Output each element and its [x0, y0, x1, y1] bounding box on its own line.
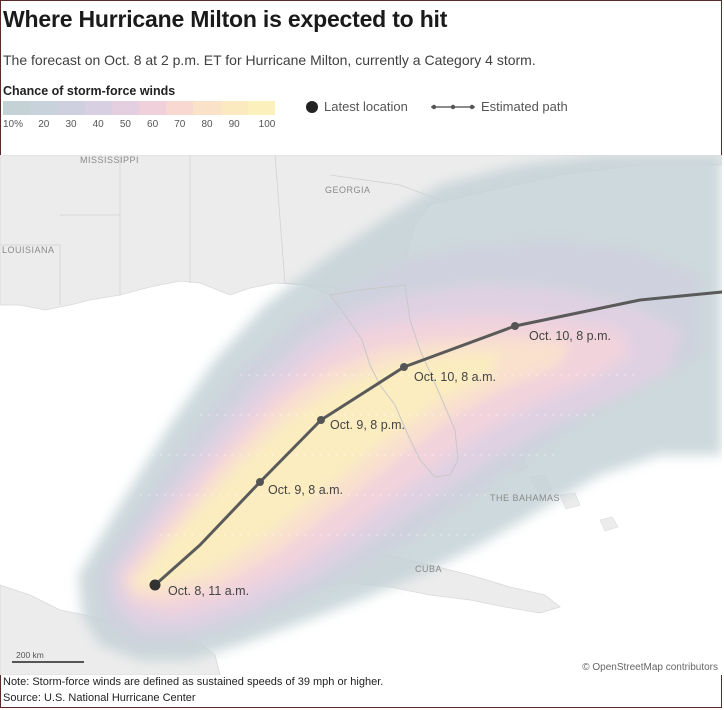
ramp-swatch-30 — [57, 101, 85, 115]
track-point-oct10-8pm — [511, 322, 519, 330]
ramp-label-40: 40 — [92, 119, 104, 130]
label-cuba: CUBA — [415, 564, 442, 574]
ramp-label-90: 90 — [228, 119, 240, 130]
label-georgia: GEORGIA — [325, 185, 371, 195]
ramp-label-100: 100 — [258, 119, 276, 130]
track-point-oct9-8am — [256, 478, 264, 486]
ramp-label-10: 10% — [2, 119, 24, 130]
ramp-swatch-90 — [220, 101, 248, 115]
label-mississippi: MISSISSIPPI — [80, 155, 139, 165]
forecast-map: MISSISSIPPI GEORGIA LOUISIANA THE BAHAMA… — [0, 155, 722, 675]
ramp-swatch-80 — [193, 101, 221, 115]
label-bahamas: THE BAHAMAS — [490, 493, 560, 503]
latest-location-legend-marker — [306, 101, 318, 113]
scale-bar — [12, 661, 84, 663]
ramp-swatch-40 — [84, 101, 112, 115]
source-line: Source: U.S. National Hurricane Center — [3, 692, 196, 704]
estimated-path-line — [153, 290, 722, 587]
cone-hatching — [120, 374, 640, 536]
ramp-label-60: 60 — [147, 119, 159, 130]
label-louisiana: LOUISIANA — [2, 245, 55, 255]
track-point-oct8-11am — [149, 579, 161, 591]
ramp-swatch-20 — [30, 101, 58, 115]
footnote: Note: Storm-force winds are defined as s… — [3, 676, 384, 688]
ramp-label-70: 70 — [174, 119, 186, 130]
latest-location-legend-label: Latest location — [324, 99, 408, 114]
track-label-oct10-8am: Oct. 10, 8 a.m. — [414, 370, 496, 384]
legend-title: Chance of storm-force winds — [3, 84, 176, 98]
probability-color-ramp — [3, 101, 276, 115]
map-attribution: © OpenStreetMap contributors — [582, 662, 718, 673]
estimated-path-legend-label: Estimated path — [481, 99, 568, 114]
track-label-oct10-8pm: Oct. 10, 8 p.m. — [529, 329, 611, 343]
ramp-swatch-60 — [139, 101, 167, 115]
subtitle: The forecast on Oct. 8 at 2 p.m. ET for … — [3, 52, 536, 68]
ramp-swatch-70 — [166, 101, 194, 115]
scale-bar-label: 200 km — [16, 650, 44, 660]
wind-probability-cone — [78, 155, 722, 660]
track-label-oct9-8pm: Oct. 9, 8 p.m. — [330, 418, 405, 432]
ramp-swatch-100 — [247, 101, 276, 115]
ramp-swatch-10 — [3, 101, 31, 115]
track-point-oct10-8am — [400, 363, 408, 371]
probability-ramp-labels: 10% 20 30 40 50 60 70 80 90 100 — [3, 119, 275, 133]
estimated-path-legend-symbol — [431, 104, 475, 110]
ramp-label-80: 80 — [201, 119, 213, 130]
page-title: Where Hurricane Milton is expected to hi… — [3, 6, 448, 32]
ramp-swatch-50 — [111, 101, 140, 115]
track-point-oct9-8pm — [317, 416, 325, 424]
ramp-label-30: 30 — [65, 119, 77, 130]
ramp-label-20: 20 — [38, 119, 50, 130]
track-label-oct9-8am: Oct. 9, 8 a.m. — [268, 483, 343, 497]
ramp-label-50: 50 — [119, 119, 131, 130]
track-label-oct8-11am: Oct. 8, 11 a.m. — [168, 584, 249, 598]
florida-outline — [329, 284, 459, 478]
